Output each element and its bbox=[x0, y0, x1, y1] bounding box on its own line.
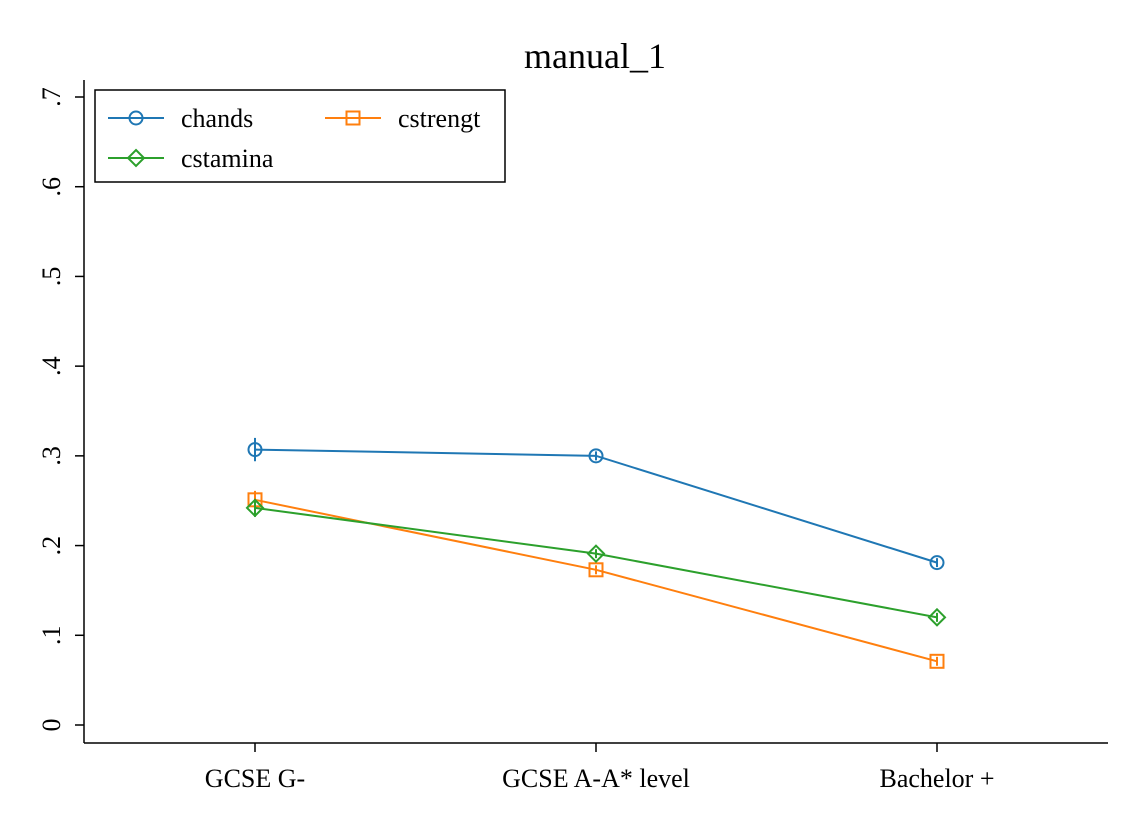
series-cstamina bbox=[245, 498, 947, 627]
data-point bbox=[927, 607, 947, 627]
y-tick-label: .1 bbox=[37, 626, 66, 646]
y-tick-label: .6 bbox=[37, 177, 66, 197]
series-layer bbox=[245, 437, 947, 669]
y-tick-label: 0 bbox=[37, 719, 66, 732]
legend-box bbox=[94, 89, 506, 183]
data-point bbox=[245, 498, 265, 518]
legend-label: cstrengt bbox=[398, 104, 481, 133]
data-point bbox=[588, 448, 604, 464]
data-point bbox=[929, 653, 945, 669]
legend-label: chands bbox=[181, 104, 253, 133]
legend-item-cstamina: cstamina bbox=[108, 144, 274, 173]
legend-label: cstamina bbox=[181, 144, 274, 173]
legend-marker bbox=[345, 110, 361, 126]
x-tick-label: GCSE A-A* level bbox=[502, 764, 690, 793]
y-tick-label: .2 bbox=[37, 536, 66, 556]
x-tick-label: GCSE G- bbox=[205, 764, 305, 793]
data-point bbox=[586, 544, 606, 564]
y-tick-label: .5 bbox=[37, 267, 66, 287]
y-tick-label: .3 bbox=[37, 446, 66, 466]
series-line-cstrengt bbox=[254, 498, 938, 663]
series-chands bbox=[247, 437, 945, 571]
x-tick-label: Bachelor + bbox=[879, 764, 994, 793]
series-cstrengt bbox=[247, 490, 945, 669]
legend-item-cstrengt: cstrengt bbox=[325, 104, 481, 133]
x-ticks: GCSE G- GCSE A-A* level Bachelor + bbox=[205, 743, 995, 793]
y-tick-label: .7 bbox=[37, 87, 66, 107]
data-point bbox=[929, 555, 945, 571]
y-tick-label: .4 bbox=[37, 356, 66, 376]
legend-marker bbox=[128, 110, 144, 126]
y-ticks: 0 .1 .2 .3 .4 .5 .6 .7 bbox=[37, 87, 84, 732]
data-point bbox=[247, 442, 263, 458]
chart-title: manual_1 bbox=[524, 36, 666, 76]
legend-item-chands: chands bbox=[108, 104, 253, 133]
data-point bbox=[588, 562, 604, 578]
legend-marker bbox=[126, 148, 146, 168]
legend: chands cstrengt cstamina bbox=[94, 89, 506, 183]
